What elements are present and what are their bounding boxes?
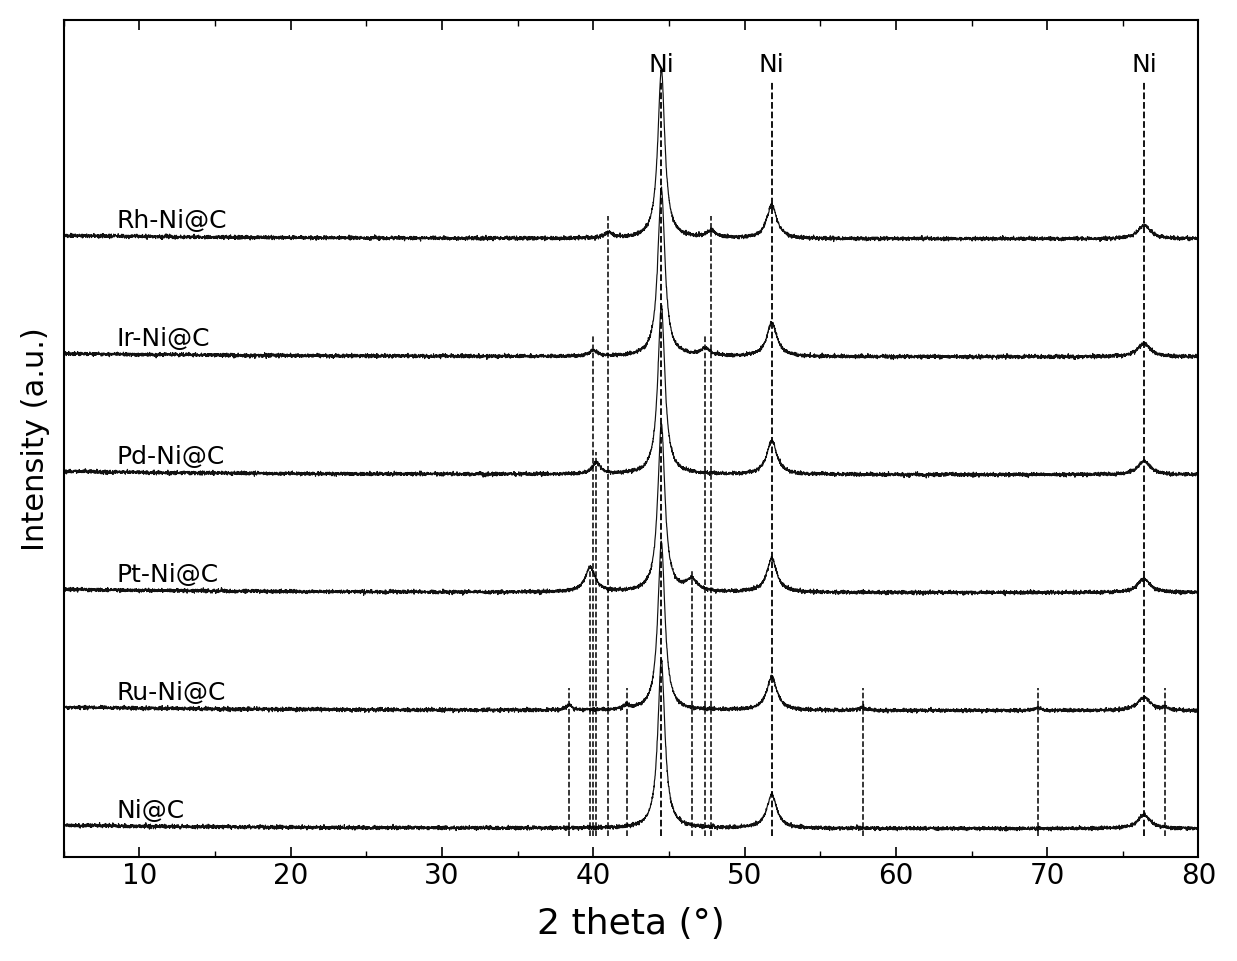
Text: Ru-Ni@C: Ru-Ni@C	[116, 680, 226, 704]
Text: Pd-Ni@C: Pd-Ni@C	[116, 445, 225, 469]
Text: Ir-Ni@C: Ir-Ni@C	[116, 327, 210, 351]
Text: Ni@C: Ni@C	[116, 798, 184, 822]
Text: Rh-Ni@C: Rh-Ni@C	[116, 209, 228, 233]
Text: Ni: Ni	[1131, 53, 1157, 77]
X-axis label: 2 theta (°): 2 theta (°)	[537, 906, 725, 940]
Y-axis label: Intensity (a.u.): Intensity (a.u.)	[21, 327, 49, 551]
Text: Ni: Ni	[760, 53, 784, 77]
Text: Pt-Ni@C: Pt-Ni@C	[116, 562, 219, 586]
Text: Ni: Ni	[648, 53, 674, 77]
